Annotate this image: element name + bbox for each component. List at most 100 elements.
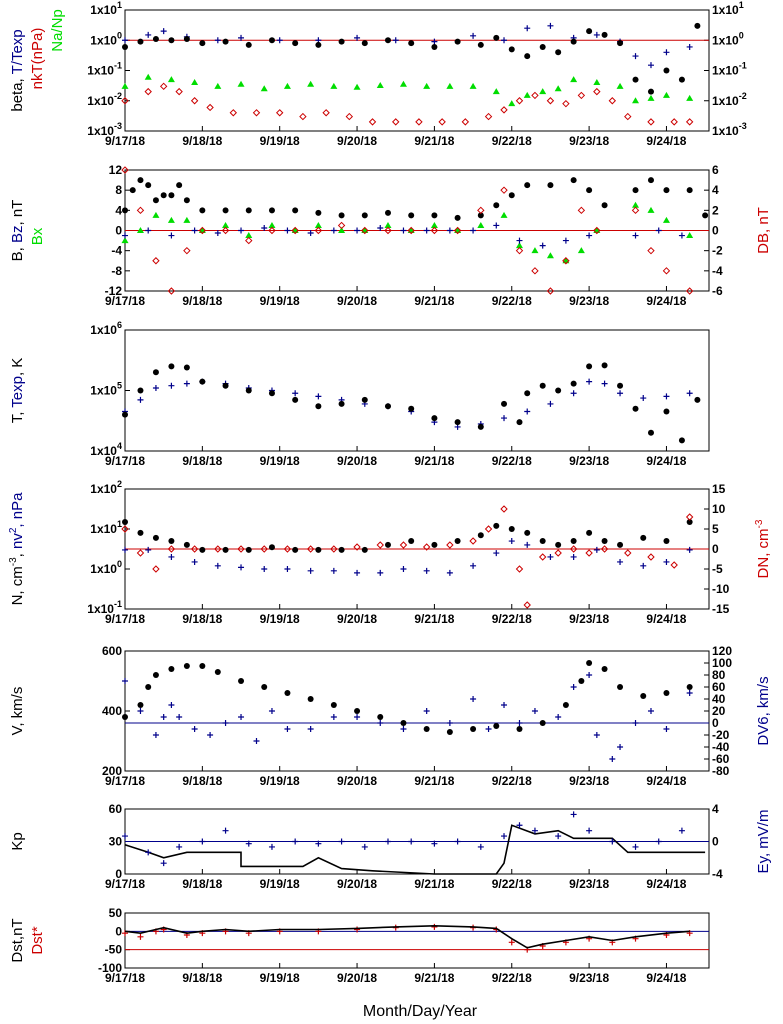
data-point	[183, 216, 191, 223]
data-point	[601, 31, 608, 38]
data-point	[423, 567, 430, 574]
data-point	[570, 390, 577, 397]
data-point	[408, 212, 415, 219]
data-point	[515, 565, 524, 573]
y-tick-label: 1x101	[90, 0, 122, 17]
data-point	[477, 41, 484, 48]
data-point	[586, 187, 593, 194]
y-right-tick-label: -4	[712, 867, 723, 881]
data-point	[686, 518, 693, 525]
data-point	[640, 534, 647, 541]
data-point	[609, 838, 616, 845]
data-point	[608, 97, 617, 105]
data-point	[601, 380, 608, 387]
x-tick-label: 9/19/18	[260, 134, 300, 148]
x-tick-label: 9/21/18	[414, 971, 454, 985]
y-axis-label-tertiary: Dst*	[29, 926, 46, 955]
data-point	[221, 226, 230, 235]
data-point	[283, 545, 292, 553]
y-axis-label: B, Bz, nT	[9, 200, 26, 262]
data-point	[122, 37, 128, 44]
data-point	[122, 546, 128, 553]
data-point	[168, 382, 175, 389]
data-point	[678, 232, 685, 239]
data-point	[237, 80, 245, 87]
data-point	[670, 118, 678, 126]
data-point	[315, 41, 322, 48]
data-point	[145, 546, 152, 553]
data-point	[632, 201, 640, 208]
y-right-tick-label: -5	[712, 562, 723, 576]
y-tick-label: 0	[115, 867, 122, 881]
data-point	[145, 227, 152, 234]
data-point	[368, 118, 377, 126]
data-point	[446, 227, 453, 234]
x-tick-label: 9/24/18	[646, 134, 686, 148]
y-right-tick-label: 20	[712, 704, 726, 718]
data-point	[493, 550, 500, 557]
data-point	[338, 400, 345, 407]
data-point	[686, 232, 694, 239]
data-point	[616, 82, 624, 89]
plot-frame	[124, 650, 710, 772]
data-point	[593, 226, 601, 235]
data-point	[647, 62, 654, 69]
data-point	[222, 221, 230, 228]
x-tick-label: 9/23/18	[569, 877, 609, 891]
data-point	[515, 97, 524, 105]
data-point	[477, 212, 484, 219]
data-point	[547, 22, 554, 29]
data-point	[306, 545, 315, 553]
data-point	[617, 684, 624, 690]
data-point	[237, 545, 245, 553]
data-point	[647, 118, 655, 126]
data-point	[222, 546, 229, 553]
data-point	[214, 37, 221, 44]
data-point	[284, 690, 291, 696]
data-point	[546, 252, 554, 259]
data-point	[330, 545, 338, 553]
data-point	[431, 415, 438, 422]
data-point	[354, 714, 361, 720]
y-tick-label: 1x106	[90, 320, 122, 337]
data-point	[454, 214, 461, 221]
data-point	[261, 684, 268, 690]
data-point	[524, 390, 531, 397]
data-point	[617, 40, 624, 47]
data-point	[555, 49, 562, 56]
data-point	[663, 726, 670, 732]
y-right-tick-label: -2	[712, 244, 723, 258]
data-point	[531, 267, 539, 275]
data-point	[183, 380, 190, 387]
panel-kp: 0 30 60 -4 0 4 9/17/18 9/18/18 9/19/18 9/20/18 9/2…	[9, 802, 772, 891]
data-point	[570, 538, 577, 545]
y-tick-label: 1x10-1	[87, 61, 122, 78]
data-point	[422, 543, 431, 551]
x-tick-label: 9/22/18	[492, 971, 532, 985]
y-right-tick-label: 1x101	[712, 0, 744, 17]
y-tick-label: 1x100	[90, 559, 122, 576]
data-point	[222, 207, 229, 214]
data-point	[470, 227, 477, 234]
data-point	[469, 82, 477, 89]
data-point	[307, 80, 315, 87]
data-point	[198, 226, 207, 235]
y-right-tick-label: 0	[712, 224, 719, 238]
data-point	[431, 840, 438, 847]
data-point	[330, 714, 337, 720]
data-point	[423, 708, 430, 714]
data-point	[593, 31, 600, 38]
y-right-tick-label: 5	[712, 522, 719, 536]
data-point	[307, 230, 314, 237]
y-right-axis-label: DB, nT	[755, 207, 772, 254]
data-point	[268, 708, 275, 714]
data-point	[361, 546, 368, 553]
data-point	[524, 182, 531, 189]
y-right-tick-label: 4	[712, 183, 719, 197]
data-point	[122, 207, 128, 214]
x-tick-label: 9/20/18	[337, 877, 377, 891]
data-point	[292, 207, 299, 214]
data-point	[407, 226, 415, 235]
data-point	[562, 702, 569, 708]
